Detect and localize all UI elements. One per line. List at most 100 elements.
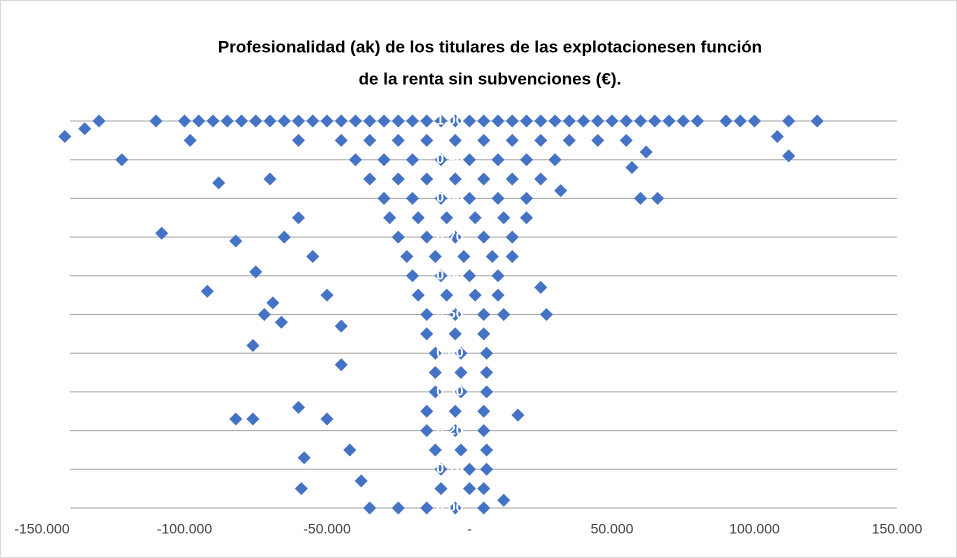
point <box>480 366 494 380</box>
point <box>719 114 733 128</box>
point <box>428 249 442 263</box>
point <box>391 172 405 186</box>
point <box>625 160 639 174</box>
point <box>292 114 305 128</box>
y-tick-label: 0,30 <box>436 383 463 399</box>
point <box>292 400 305 414</box>
point <box>428 385 442 399</box>
point <box>454 385 468 399</box>
point <box>463 191 476 205</box>
point <box>434 269 448 283</box>
point <box>463 114 476 128</box>
point <box>520 153 533 167</box>
point <box>548 114 562 128</box>
point <box>334 358 348 372</box>
point <box>149 114 163 128</box>
point <box>411 288 425 302</box>
point <box>448 501 462 515</box>
point <box>183 133 197 147</box>
point <box>249 114 263 128</box>
point <box>477 308 491 321</box>
y-tick-label: 1,00 <box>436 112 463 128</box>
point <box>619 114 633 128</box>
point <box>662 114 676 128</box>
point <box>354 474 368 488</box>
point <box>391 114 405 128</box>
point <box>577 114 590 128</box>
point <box>391 133 405 147</box>
point <box>491 153 505 167</box>
point <box>406 269 419 283</box>
point <box>448 308 462 321</box>
x-tick-label: -150.000 <box>14 521 69 537</box>
point <box>377 114 391 128</box>
point <box>363 114 377 128</box>
point <box>320 412 334 426</box>
point <box>463 482 476 496</box>
point <box>591 133 605 147</box>
point <box>92 114 106 128</box>
point <box>420 172 434 186</box>
point <box>448 133 462 147</box>
point <box>468 288 482 302</box>
point <box>477 501 491 515</box>
point <box>477 424 491 438</box>
point <box>448 230 462 244</box>
y-tick-label: 0,00 <box>436 499 463 515</box>
point <box>363 172 377 186</box>
point <box>477 114 491 128</box>
point <box>420 404 434 418</box>
point <box>363 501 377 515</box>
point <box>115 153 129 167</box>
point <box>200 284 214 298</box>
point <box>463 462 476 476</box>
point <box>78 122 92 136</box>
point <box>448 172 462 186</box>
point <box>539 308 553 321</box>
point <box>320 288 334 302</box>
point <box>297 451 311 465</box>
point <box>491 114 505 128</box>
point <box>391 501 405 515</box>
point <box>229 234 243 248</box>
point <box>454 366 468 380</box>
point <box>463 153 476 167</box>
point <box>263 114 277 128</box>
point <box>306 114 320 128</box>
point <box>477 327 491 341</box>
point <box>491 191 505 205</box>
point <box>266 296 280 310</box>
point <box>377 153 391 167</box>
point <box>480 462 494 476</box>
x-tick-label: -50.000 <box>303 521 351 537</box>
point <box>691 114 704 128</box>
point <box>292 211 305 225</box>
point <box>639 145 653 159</box>
point <box>477 404 491 418</box>
x-tick-label: -100.000 <box>157 521 212 537</box>
point <box>562 114 576 128</box>
point <box>434 482 448 496</box>
point <box>548 153 562 167</box>
point <box>491 288 505 302</box>
y-tick-label: 0,10 <box>436 460 463 476</box>
point <box>206 114 220 128</box>
point <box>534 133 548 147</box>
point <box>420 133 434 147</box>
point <box>192 114 206 128</box>
point <box>420 230 434 244</box>
point <box>591 114 605 128</box>
y-tick-label: 0,20 <box>436 421 463 437</box>
point <box>448 424 462 438</box>
x-tick-label: 50.000 <box>591 521 634 537</box>
point <box>505 133 519 147</box>
point <box>434 153 448 167</box>
point <box>605 114 619 128</box>
point <box>428 346 442 360</box>
point <box>178 114 191 128</box>
point <box>220 114 234 128</box>
point <box>505 172 519 186</box>
y-tick-label: 0,70 <box>436 228 463 244</box>
point <box>428 366 442 380</box>
point <box>400 249 414 263</box>
